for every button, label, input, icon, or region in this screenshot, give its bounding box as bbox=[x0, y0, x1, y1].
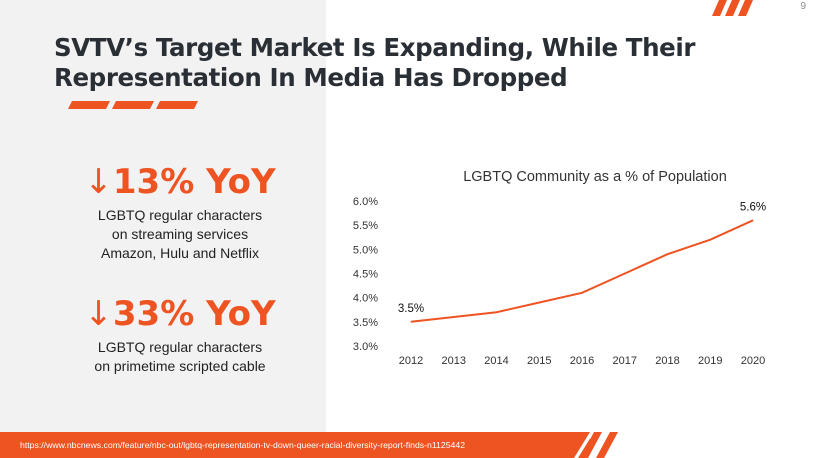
stat-streaming-desc-line: on streaming services bbox=[111, 226, 249, 242]
y-tick-label: 6.0% bbox=[353, 196, 378, 208]
y-tick-label: 4.0% bbox=[353, 293, 378, 305]
x-tick-label: 2018 bbox=[655, 355, 679, 367]
page-title: SVTV’s Target Market Is Expanding, While… bbox=[54, 33, 754, 93]
x-tick-label: 2013 bbox=[442, 355, 466, 367]
series-points bbox=[410, 219, 754, 323]
x-tick-label: 2020 bbox=[741, 355, 765, 367]
page-number: 9 bbox=[800, 1, 806, 12]
data-label: 5.6% bbox=[740, 201, 766, 213]
source-link[interactable]: https://www.nbcnews.com/feature/nbc-out/… bbox=[20, 440, 466, 450]
x-axis: 2012 2013 2014 2015 2016 2017 2018 2019 2020 bbox=[399, 355, 765, 367]
x-tick-label: 2015 bbox=[527, 355, 551, 367]
data-label: 3.5% bbox=[398, 303, 424, 315]
stat-cable-description: LGBTQ regular characters on primetime sc… bbox=[60, 338, 300, 376]
stat-streaming-desc-line: LGBTQ regular characters bbox=[97, 207, 263, 223]
data-point bbox=[752, 219, 754, 221]
y-tick-label: 5.0% bbox=[353, 244, 378, 256]
data-point bbox=[496, 311, 497, 313]
y-tick-label: 3.5% bbox=[353, 317, 378, 329]
page-title-line-1: SVTV’s Target Market Is Expanding, While… bbox=[54, 33, 696, 62]
data-point bbox=[581, 292, 583, 294]
data-labels: 3.5% 5.6% bbox=[398, 201, 766, 315]
data-point bbox=[453, 316, 455, 318]
y-tick-label: 3.0% bbox=[353, 341, 378, 353]
down-arrow-icon: ↓ bbox=[84, 294, 113, 334]
x-tick-label: 2017 bbox=[613, 355, 637, 367]
data-point bbox=[667, 253, 668, 255]
data-point bbox=[624, 273, 626, 274]
stat-cable-desc-line: LGBTQ regular characters bbox=[97, 339, 263, 355]
stat-streaming-value: 13% YoY bbox=[112, 162, 276, 202]
stat-cable-value: 33% YoY bbox=[112, 294, 276, 334]
chart-title: LGBTQ Community as a % of Population bbox=[463, 169, 727, 185]
page-title-line-2: Representation In Media Has Dropped bbox=[54, 63, 568, 92]
x-tick-label: 2012 bbox=[399, 355, 423, 367]
stat-cable: ↓33% YoY LGBTQ regular characters on pri… bbox=[60, 294, 300, 376]
stat-streaming-desc-line: Amazon, Hulu and Netflix bbox=[101, 245, 259, 261]
stat-cable-value-row: ↓33% YoY bbox=[60, 294, 300, 334]
decorative-stripes-top bbox=[712, 0, 753, 16]
down-arrow-icon: ↓ bbox=[84, 162, 113, 202]
title-underline-bars bbox=[68, 101, 198, 109]
y-tick-label: 5.5% bbox=[353, 220, 378, 232]
data-point bbox=[410, 321, 412, 323]
x-tick-label: 2014 bbox=[484, 355, 508, 367]
x-tick-label: 2016 bbox=[570, 355, 594, 367]
y-tick-label: 4.5% bbox=[353, 269, 378, 281]
footer-stripes bbox=[580, 432, 618, 458]
y-axis: 3.0% 3.5% 4.0% 4.5% 5.0% 5.5% 6.0% bbox=[353, 196, 378, 353]
left-panel bbox=[0, 0, 326, 458]
x-tick-label: 2019 bbox=[698, 355, 722, 367]
stat-cable-desc-line: on primetime scripted cable bbox=[94, 358, 266, 374]
data-point bbox=[709, 239, 711, 241]
series-line bbox=[410, 219, 754, 323]
data-point bbox=[538, 302, 540, 303]
stat-streaming: ↓13% YoY LGBTQ regular characters on str… bbox=[60, 162, 300, 263]
stat-streaming-value-row: ↓13% YoY bbox=[60, 162, 300, 202]
stat-streaming-description: LGBTQ regular characters on streaming se… bbox=[60, 206, 300, 263]
